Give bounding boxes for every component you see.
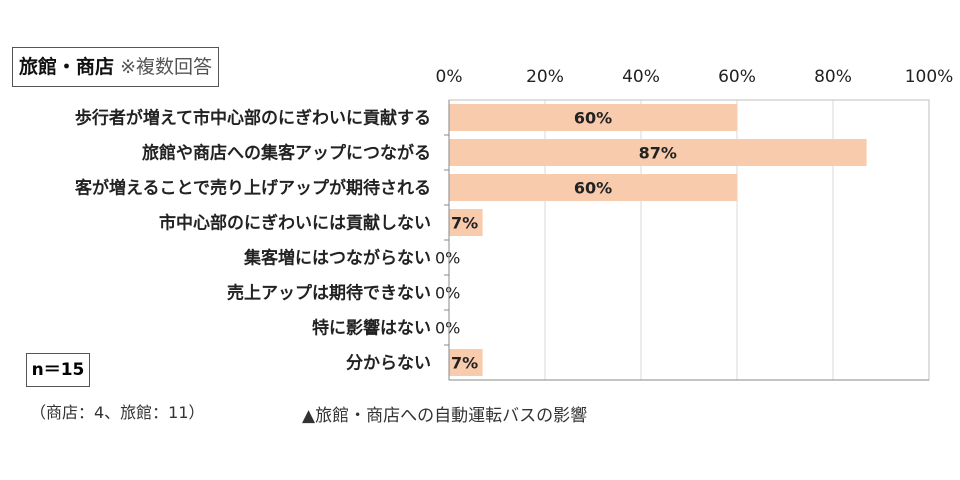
data-label: 60% [574, 179, 612, 198]
data-label: 7% [451, 354, 478, 373]
sample-breakdown: （商店：4、旅館：11） [30, 403, 205, 422]
category-label: 特に影響はない [312, 318, 431, 339]
chart-title-box: 旅館・商店 ※複数回答 [12, 47, 219, 87]
category-label: 売上アップは期待できない [227, 283, 431, 304]
category-label: 市中心部のにぎわいには貢献しない [159, 213, 431, 234]
category-label: 客が増えることで売り上げアップが期待される [74, 178, 431, 199]
title-main: 旅館・商店 [19, 56, 115, 78]
category-label: 分からない [346, 354, 431, 374]
x-tick-label: 20% [526, 67, 564, 87]
x-tick-label: 60% [718, 67, 756, 87]
data-label: 87% [639, 144, 677, 163]
x-tick-label: 100% [905, 67, 954, 87]
bar [449, 139, 867, 166]
category-label: 旅館や商店への集客アップにつながる [142, 143, 431, 164]
category-label: 集客増にはつながらない [243, 248, 431, 269]
bar [449, 104, 737, 131]
data-label: 0% [435, 249, 460, 268]
category-label: 歩行者が増えて市中心部のにぎわいに貢献する [75, 108, 431, 129]
data-label: 7% [451, 214, 478, 233]
x-tick-label: 0% [436, 67, 463, 87]
figure-caption: ▲旅館・商店への自動運転バスの影響 [302, 406, 588, 426]
data-label: 60% [574, 109, 612, 128]
title-note: ※複数回答 [120, 56, 212, 78]
sample-size-box: n＝15 [26, 353, 90, 387]
bar [449, 209, 483, 236]
data-label: 0% [435, 284, 460, 303]
x-tick-label: 80% [814, 67, 852, 87]
x-tick-label: 40% [622, 67, 660, 87]
bar [449, 174, 737, 201]
data-label: 0% [435, 319, 460, 338]
bar [449, 349, 483, 376]
